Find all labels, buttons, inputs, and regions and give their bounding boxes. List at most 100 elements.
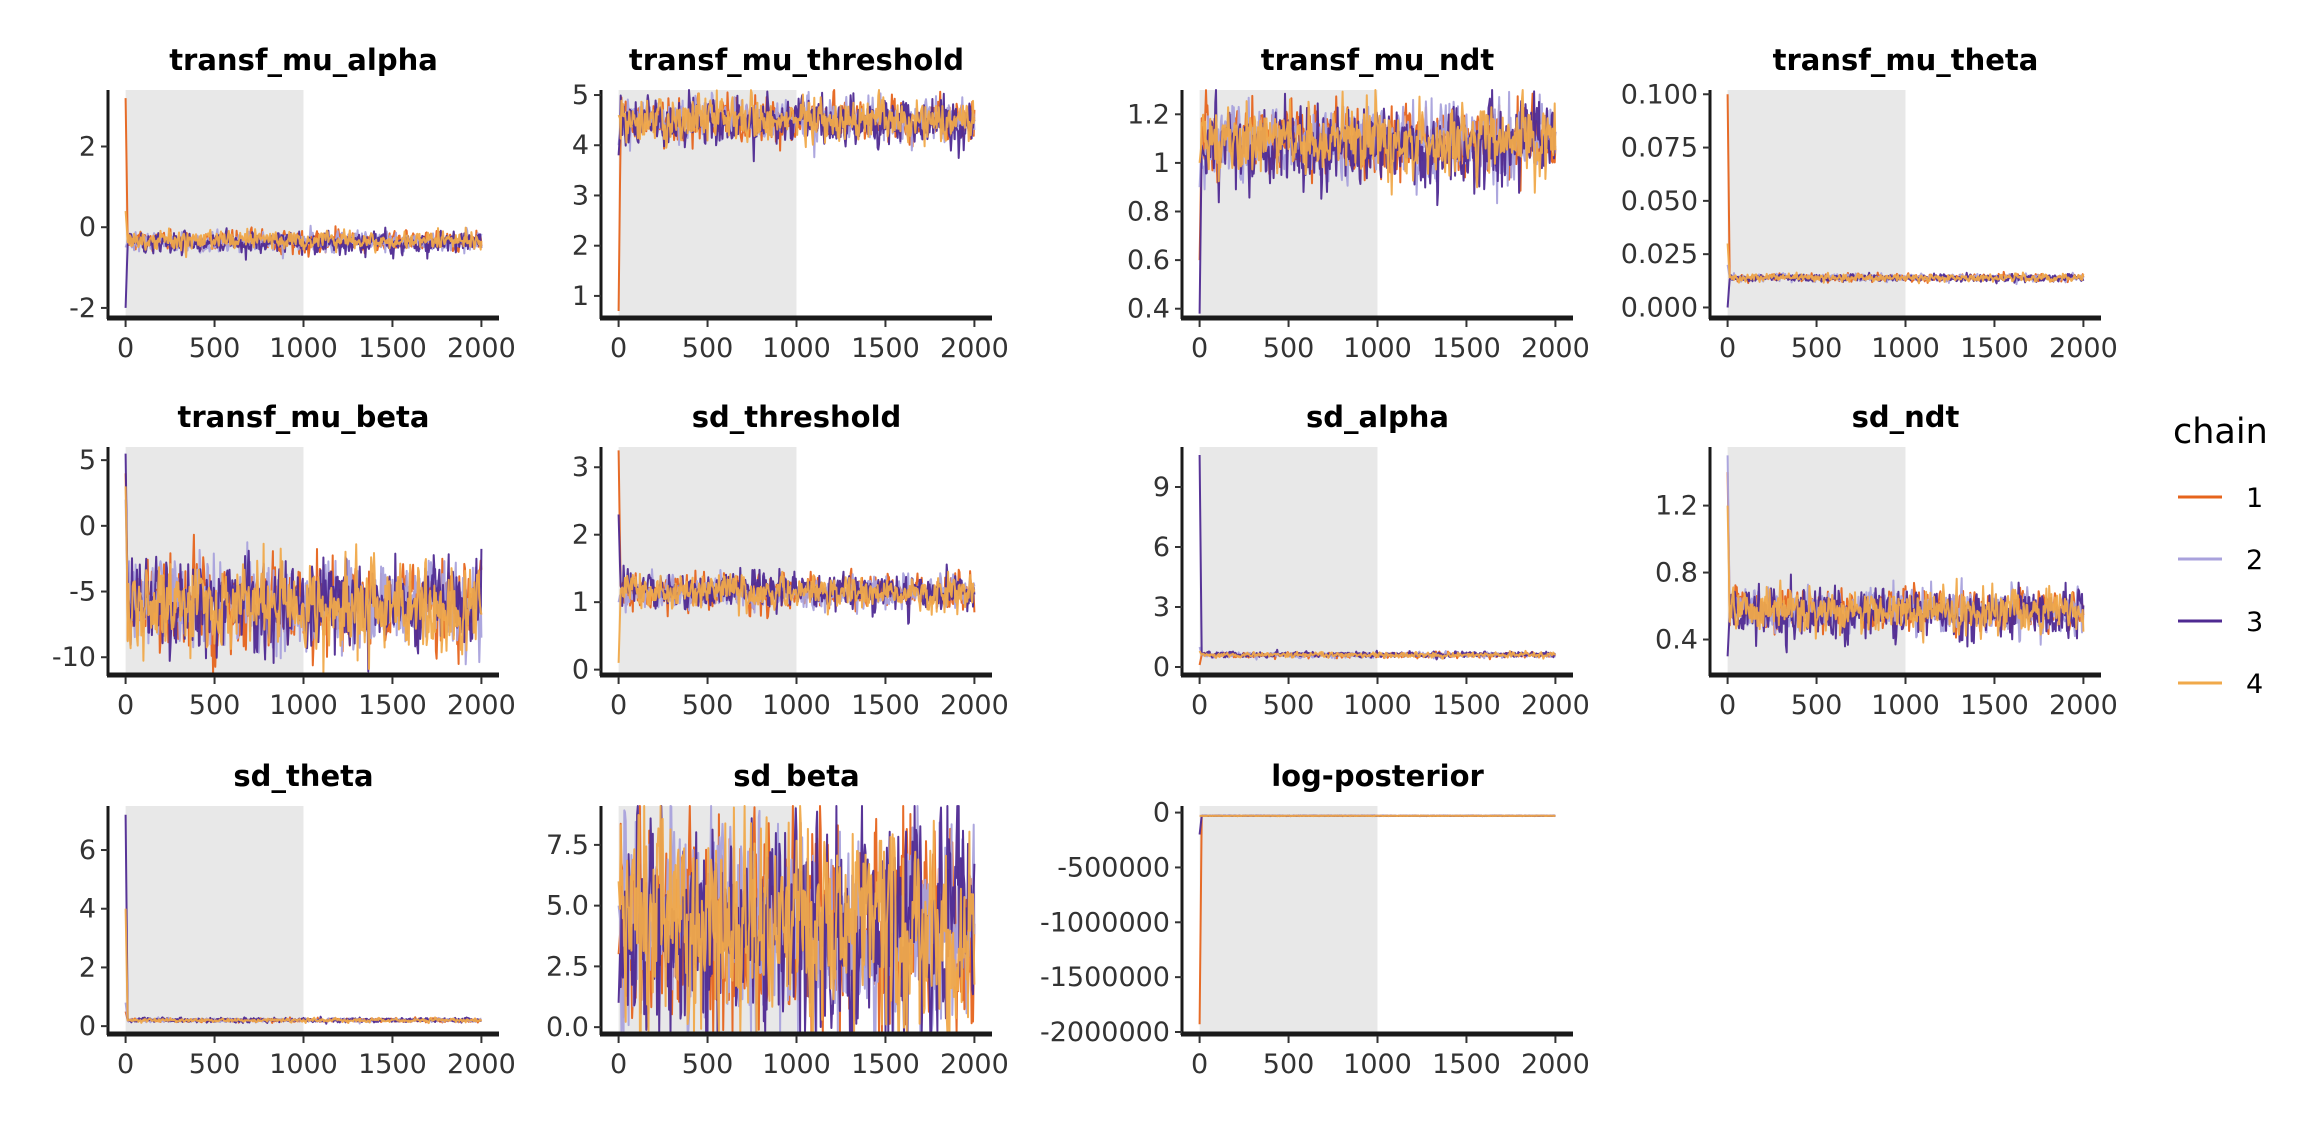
x-tick-label: 2000 <box>447 1049 516 1080</box>
panel-title: transf_mu_theta <box>1773 43 2039 77</box>
y-tick-label: 0 <box>1153 652 1170 683</box>
y-tick-label: 0 <box>572 655 589 686</box>
y-tick-label: 5.0 <box>546 891 589 922</box>
y-tick-label: 0.4 <box>1127 294 1170 325</box>
panel-title: transf_mu_threshold <box>629 43 964 77</box>
trace-chain-4 <box>617 89 976 149</box>
y-tick-label: 3 <box>572 452 589 483</box>
legend-item-4: 4 <box>2178 669 2263 700</box>
y-tick-label: -500000 <box>1057 852 1170 883</box>
legend-label: 1 <box>2246 483 2263 514</box>
x-tick-label: 500 <box>189 690 241 721</box>
x-tick-label: 2000 <box>1521 1049 1590 1080</box>
y-tick-label: 1 <box>1153 148 1170 179</box>
x-tick-label: 0 <box>610 333 627 364</box>
x-tick-label: 1000 <box>269 333 338 364</box>
y-tick-label: 0 <box>79 511 96 542</box>
x-tick-label: 1500 <box>358 1049 427 1080</box>
x-tick-label: 500 <box>189 333 241 364</box>
trace-chain-4 <box>1198 649 1556 660</box>
warmup-region <box>618 447 797 673</box>
trace-chain-4 <box>1198 89 1557 196</box>
x-tick-label: 1000 <box>269 690 338 721</box>
trace-chain-4 <box>617 805 976 1033</box>
trace-chain-4 <box>124 486 483 674</box>
panel-title: sd_theta <box>233 759 373 793</box>
warmup-region <box>125 806 304 1032</box>
y-tick-label: 6 <box>1153 532 1170 563</box>
x-tick-label: 1000 <box>269 1049 338 1080</box>
legend-title: chain <box>2173 412 2268 452</box>
x-tick-label: 0 <box>117 690 134 721</box>
x-tick-label: 2000 <box>2049 690 2118 721</box>
panel-title: sd_alpha <box>1306 400 1449 434</box>
legend-label: 3 <box>2246 607 2263 638</box>
x-tick-label: 2000 <box>940 333 1009 364</box>
warmup-region <box>1199 806 1378 1032</box>
x-tick-label: 2000 <box>1521 690 1590 721</box>
legend-item-2: 2 <box>2178 545 2263 576</box>
x-tick-label: 1500 <box>1432 333 1501 364</box>
x-tick-label: 0 <box>117 1049 134 1080</box>
chain-legend: chain 1 2 3 4 <box>2173 412 2268 700</box>
y-tick-label: 0.000 <box>1621 292 1698 323</box>
legend-label: 4 <box>2246 669 2263 700</box>
y-tick-label: 1 <box>572 281 589 312</box>
x-tick-label: 1000 <box>1871 690 1940 721</box>
x-tick-label: 1000 <box>1343 1049 1412 1080</box>
panel-title: log-posterior <box>1271 759 1484 793</box>
y-tick-label: 7.5 <box>546 830 589 861</box>
x-tick-label: 500 <box>1791 690 1843 721</box>
trace-chain-4 <box>124 211 483 259</box>
panel-sd_alpha: sd_alpha 0 3 6 9 0 500 1000 1500 2000 <box>1153 400 1590 721</box>
x-tick-label: 1500 <box>1432 690 1501 721</box>
panel-title: transf_mu_alpha <box>169 43 438 77</box>
panel-title: sd_beta <box>733 759 859 793</box>
y-tick-label: -2 <box>69 293 96 324</box>
panel-transf_mu_ndt: transf_mu_ndt 0.4 0.6 0.8 1 1.2 0 500 1000 1500 20… <box>1127 43 1590 364</box>
x-tick-label: 1500 <box>851 690 920 721</box>
x-tick-label: 0 <box>117 333 134 364</box>
y-tick-label: 1 <box>572 587 589 618</box>
warmup-region <box>1727 90 1906 316</box>
x-tick-label: 500 <box>682 690 734 721</box>
y-tick-label: 0.6 <box>1127 245 1170 276</box>
y-tick-label: 2 <box>572 520 589 551</box>
x-tick-label: 1000 <box>762 690 831 721</box>
y-tick-label: 0 <box>79 212 96 243</box>
panel-sd_beta: sd_beta 0.0 2.5 5.0 7.5 0 500 1000 1500 2000 <box>546 759 1009 1080</box>
y-tick-label: 1.2 <box>1127 99 1170 130</box>
x-tick-label: 1500 <box>1960 690 2029 721</box>
x-tick-label: 2000 <box>1521 333 1590 364</box>
panel-log-posterior: log-posterior 0 -500000 -1000000 -1500000 -20… <box>1040 759 1590 1080</box>
x-tick-label: 2000 <box>2049 333 2118 364</box>
y-tick-label: 5 <box>572 80 589 111</box>
y-tick-label: 2 <box>79 132 96 163</box>
x-tick-label: 1000 <box>1343 690 1412 721</box>
legend-item-1: 1 <box>2178 483 2263 514</box>
x-tick-label: 1000 <box>1343 333 1412 364</box>
y-tick-label: -1000000 <box>1040 907 1170 938</box>
panel-transf_mu_beta: transf_mu_beta -10 -5 0 5 0 500 1000 1500 2000 <box>52 400 516 721</box>
y-tick-label: -10 <box>52 642 96 673</box>
y-tick-label: -2000000 <box>1040 1017 1170 1048</box>
panel-transf_mu_threshold: transf_mu_threshold 1 2 3 4 5 0 500 1000 1500 2000 <box>572 43 1009 364</box>
x-tick-label: 500 <box>682 333 734 364</box>
x-tick-label: 0 <box>610 690 627 721</box>
x-tick-label: 2000 <box>447 690 516 721</box>
y-tick-label: 4 <box>79 894 96 925</box>
panel-transf_mu_theta: transf_mu_theta 0.000 0.025 0.050 0.075 0.100… <box>1621 43 2118 364</box>
y-tick-label: 4 <box>572 130 589 161</box>
x-tick-label: 500 <box>1263 333 1315 364</box>
panel-title: sd_threshold <box>692 400 902 434</box>
x-tick-label: 1500 <box>358 333 427 364</box>
panel-title: sd_ndt <box>1852 400 1960 434</box>
y-tick-label: 0 <box>1153 798 1170 829</box>
warmup-region <box>1199 447 1378 673</box>
legend-label: 2 <box>2246 545 2263 576</box>
trace-chain-4 <box>1726 505 2085 644</box>
panel-sd_threshold: sd_threshold 0 1 2 3 0 500 1000 1500 2000 <box>572 400 1009 721</box>
x-tick-label: 0 <box>1719 333 1736 364</box>
x-tick-label: 1000 <box>1871 333 1940 364</box>
panel-title: transf_mu_beta <box>178 400 430 434</box>
